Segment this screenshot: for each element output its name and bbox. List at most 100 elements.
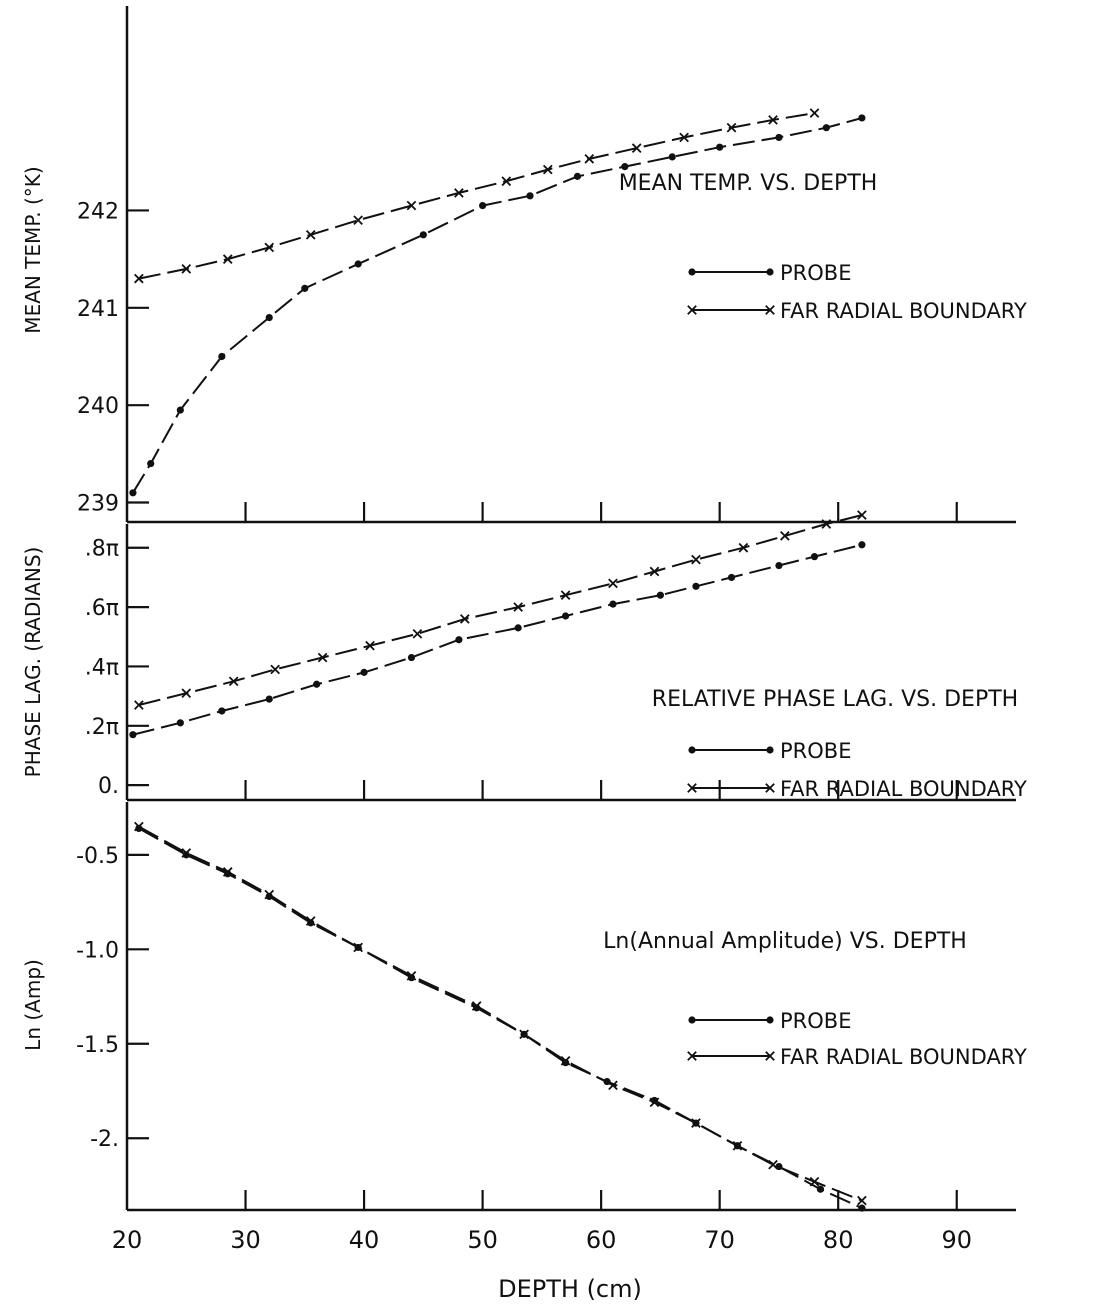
legend-marker-start-stroke-b [687,783,697,793]
data-point [412,628,423,639]
y-tick-label: 241 [77,297,119,322]
data-point-stroke-b [365,640,375,651]
data-point-stroke-b [584,154,595,164]
data-point-stroke-b [264,889,275,900]
y-axis-title: Ln (Amp) [21,959,45,1051]
data-point [406,200,417,211]
data-point [821,519,832,529]
x-tick-label: 80 [823,1226,854,1254]
data-point [313,680,321,688]
data-point-stroke-b [134,821,144,832]
data-point [649,1097,660,1108]
data-point [305,229,316,240]
data-point-stroke-b [857,1195,867,1206]
data-point [406,970,417,981]
data-point-stroke-b [134,700,144,710]
legend-marker-start [688,268,696,276]
panel-title: Ln(Annual Amplitude) VS. DEPTH [603,929,967,954]
data-point-stroke-b [821,519,832,529]
data-point-stroke-b [222,254,233,264]
data-point [768,115,778,125]
data-point-stroke-b [738,542,749,553]
data-point [407,653,416,662]
data-point [691,554,701,565]
data-point [264,242,275,253]
data-point-stroke-b [649,566,660,577]
data-point [419,231,427,239]
data-point-stroke-b [454,188,464,198]
data-point [609,600,617,608]
legend-label: PROBE [780,739,851,763]
legend-marker-end-stroke-b [765,305,775,315]
data-point [816,1185,825,1193]
data-point-stroke-b [134,273,144,284]
data-point-stroke-b [809,108,820,118]
data-point [738,542,749,553]
series-probe [135,824,866,1212]
data-point [134,700,144,710]
data-point [222,254,233,264]
data-point-stroke-b [471,1001,482,1011]
panel-title: RELATIVE PHASE LAG. VS. DEPTH [652,687,1018,712]
data-point [365,640,375,651]
data-point-stroke-b [305,229,316,240]
data-point-stroke-b [406,970,417,981]
data-point-stroke-b [353,942,363,953]
data-point-stroke-b [459,614,470,624]
data-point [182,851,190,859]
y-tick-label: -2. [90,1127,119,1152]
data-point-stroke-b [691,554,701,565]
legend-marker-end-stroke-b [765,783,775,793]
legend-entry: FAR RADIAL BOUNDARY [687,1045,1027,1069]
data-point-stroke-b [608,1080,618,1091]
series-probe [129,114,866,497]
data-point-stroke-b [181,688,192,698]
data-point [858,1204,866,1212]
data-point-stroke-b [768,1159,778,1170]
series-far-radial-boundary [134,821,867,1206]
data-point [181,848,192,858]
data-point [129,731,137,739]
data-point-stroke-b [353,215,363,226]
data-point [501,176,512,187]
data-point [561,612,570,620]
data-point-stroke-b [857,510,867,520]
data-point [301,284,309,292]
data-point [353,215,363,226]
y-tick-label: .8π [85,537,119,562]
data-point [270,664,281,675]
data-point [857,1195,867,1206]
series-line [138,112,815,280]
data-point [692,582,700,590]
data-point [584,154,595,164]
data-point-stroke-b [305,916,316,926]
data-point-stroke-b [726,122,737,133]
data-point [129,489,137,497]
data-point-stroke-b [406,200,417,211]
data-point [305,916,316,926]
legend-entry: PROBE [688,739,851,763]
y-tick-label: 239 [77,492,119,517]
legend-marker-end [765,783,775,793]
y-tick-label: 242 [77,199,119,224]
legend-marker-start-stroke-b [687,305,697,315]
data-point-stroke-b [412,628,423,639]
legend-marker-start [687,1051,697,1061]
data-point [858,114,866,122]
legend-label: PROBE [780,1009,851,1033]
data-point-stroke-b [542,164,553,175]
data-point [608,578,618,589]
data-point [218,352,226,361]
x-tick-label: 70 [704,1226,735,1254]
data-point [542,164,553,175]
y-axis-title: PHASE LAG. (RADIANS) [21,547,45,778]
x-axis-title: DEPTH (cm) [498,1275,642,1303]
data-point [317,652,328,663]
data-point-stroke-b [181,264,192,274]
series-line [132,543,863,736]
y-tick-label: 240 [77,394,119,419]
legend-label: FAR RADIAL BOUNDARY [780,777,1027,801]
legend-marker-start [688,1016,696,1024]
data-point [768,1159,778,1170]
